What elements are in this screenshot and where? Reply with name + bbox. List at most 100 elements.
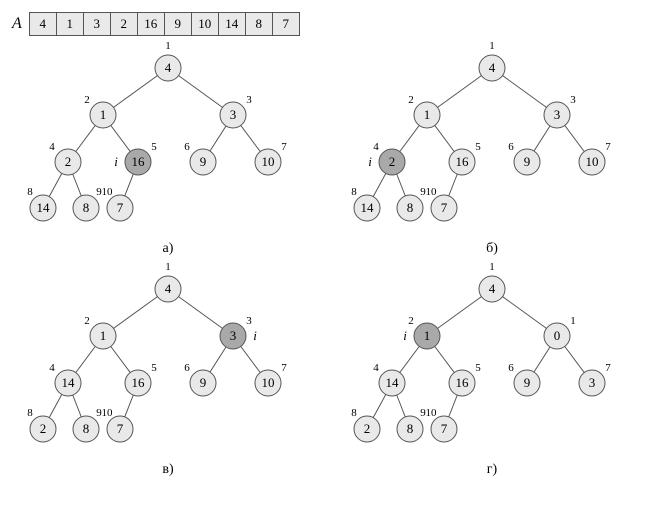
node-value: 7 [441, 421, 448, 436]
node-value: 1 [100, 328, 107, 343]
node-index: 8 [27, 186, 33, 198]
array-cell: 2 [110, 12, 138, 36]
node-index: 1 [165, 261, 171, 273]
node-value: 8 [407, 200, 414, 215]
array-cells: 4132169101487 [30, 12, 300, 36]
tree-svg: 411233241659610714889710i [332, 40, 652, 240]
node-index: 8 [351, 186, 357, 198]
node-value: 4 [165, 60, 172, 75]
node-value: 14 [361, 200, 375, 215]
node-value: 16 [132, 154, 146, 169]
array-cell: 9 [164, 12, 192, 36]
tree-svg: 411233241659610714889710i [8, 40, 328, 240]
node-index: 10 [102, 407, 114, 419]
node-index: 2 [408, 315, 414, 327]
node-value: 1 [424, 328, 431, 343]
node-index: 7 [281, 362, 287, 374]
node-value: 4 [489, 281, 496, 296]
node-index: 1 [489, 40, 495, 52]
tree-panel: 41120114416596372889710iг) [332, 261, 652, 478]
node-index: 5 [151, 141, 157, 153]
array-cell: 16 [137, 12, 165, 36]
node-value: 3 [230, 328, 237, 343]
node-value: 7 [117, 421, 124, 436]
array-cell: 7 [272, 12, 300, 36]
node-index: 10 [426, 407, 438, 419]
node-value: 7 [441, 200, 448, 215]
tree-svg: 41120114416596372889710i [332, 261, 652, 461]
panel-caption: а) [8, 241, 328, 257]
node-value: 4 [489, 60, 496, 75]
node-value: 2 [389, 154, 396, 169]
node-value: 8 [83, 200, 90, 215]
node-index: 6 [508, 362, 514, 374]
node-index: 3 [246, 315, 252, 327]
i-marker: i [114, 154, 118, 169]
array-label: A [12, 15, 22, 33]
node-value: 0 [554, 328, 561, 343]
node-value: 14 [37, 200, 51, 215]
node-value: 10 [262, 154, 275, 169]
node-index: 4 [373, 141, 379, 153]
node-value: 10 [262, 375, 275, 390]
node-value: 9 [524, 154, 531, 169]
tree-svg: 411233144165961072889710i [8, 261, 328, 461]
node-value: 4 [165, 281, 172, 296]
array-cell: 10 [191, 12, 219, 36]
panels-grid: 411233241659610714889710iа)4112332416596… [8, 40, 650, 478]
array-cell: 8 [245, 12, 273, 36]
node-value: 8 [83, 421, 90, 436]
node-value: 1 [100, 107, 107, 122]
node-value: 2 [65, 154, 72, 169]
node-value: 9 [200, 375, 207, 390]
i-marker: i [368, 154, 372, 169]
node-index: 4 [49, 362, 55, 374]
array-cell: 4 [29, 12, 57, 36]
array-cell: 3 [83, 12, 111, 36]
node-value: 3 [554, 107, 561, 122]
node-value: 14 [62, 375, 76, 390]
node-index: 10 [426, 186, 438, 198]
array-cell: 14 [218, 12, 246, 36]
node-value: 7 [117, 200, 124, 215]
node-index: 2 [408, 94, 414, 106]
panel-caption: в) [8, 462, 328, 478]
node-index: 3 [246, 94, 252, 106]
node-value: 14 [386, 375, 400, 390]
node-value: 16 [132, 375, 146, 390]
node-index: 1 [489, 261, 495, 273]
node-index: 5 [475, 141, 481, 153]
node-value: 8 [407, 421, 414, 436]
node-index: 6 [184, 141, 190, 153]
i-marker: i [403, 328, 407, 343]
node-index: 4 [49, 141, 55, 153]
node-index: 6 [184, 362, 190, 374]
node-value: 2 [40, 421, 47, 436]
node-index: 7 [605, 362, 611, 374]
tree-panel: 411233241659610714889710iб) [332, 40, 652, 257]
node-index: 7 [605, 141, 611, 153]
node-index: 10 [102, 186, 114, 198]
panel-caption: б) [332, 241, 652, 257]
panel-caption: г) [332, 462, 652, 478]
node-index: 4 [373, 362, 379, 374]
node-index: 1 [165, 40, 171, 52]
node-value: 1 [424, 107, 431, 122]
node-value: 3 [230, 107, 237, 122]
node-index: 7 [281, 141, 287, 153]
node-index: 5 [151, 362, 157, 374]
node-value: 3 [589, 375, 596, 390]
node-value: 9 [524, 375, 531, 390]
node-index: 5 [475, 362, 481, 374]
node-index: 3 [570, 94, 576, 106]
node-value: 16 [456, 154, 470, 169]
node-value: 2 [364, 421, 371, 436]
node-index: 2 [84, 315, 90, 327]
node-index: 8 [351, 407, 357, 419]
node-index: 6 [508, 141, 514, 153]
node-index: 1 [570, 315, 576, 327]
node-index: 2 [84, 94, 90, 106]
node-index: 8 [27, 407, 33, 419]
node-value: 16 [456, 375, 470, 390]
node-value: 10 [586, 154, 599, 169]
